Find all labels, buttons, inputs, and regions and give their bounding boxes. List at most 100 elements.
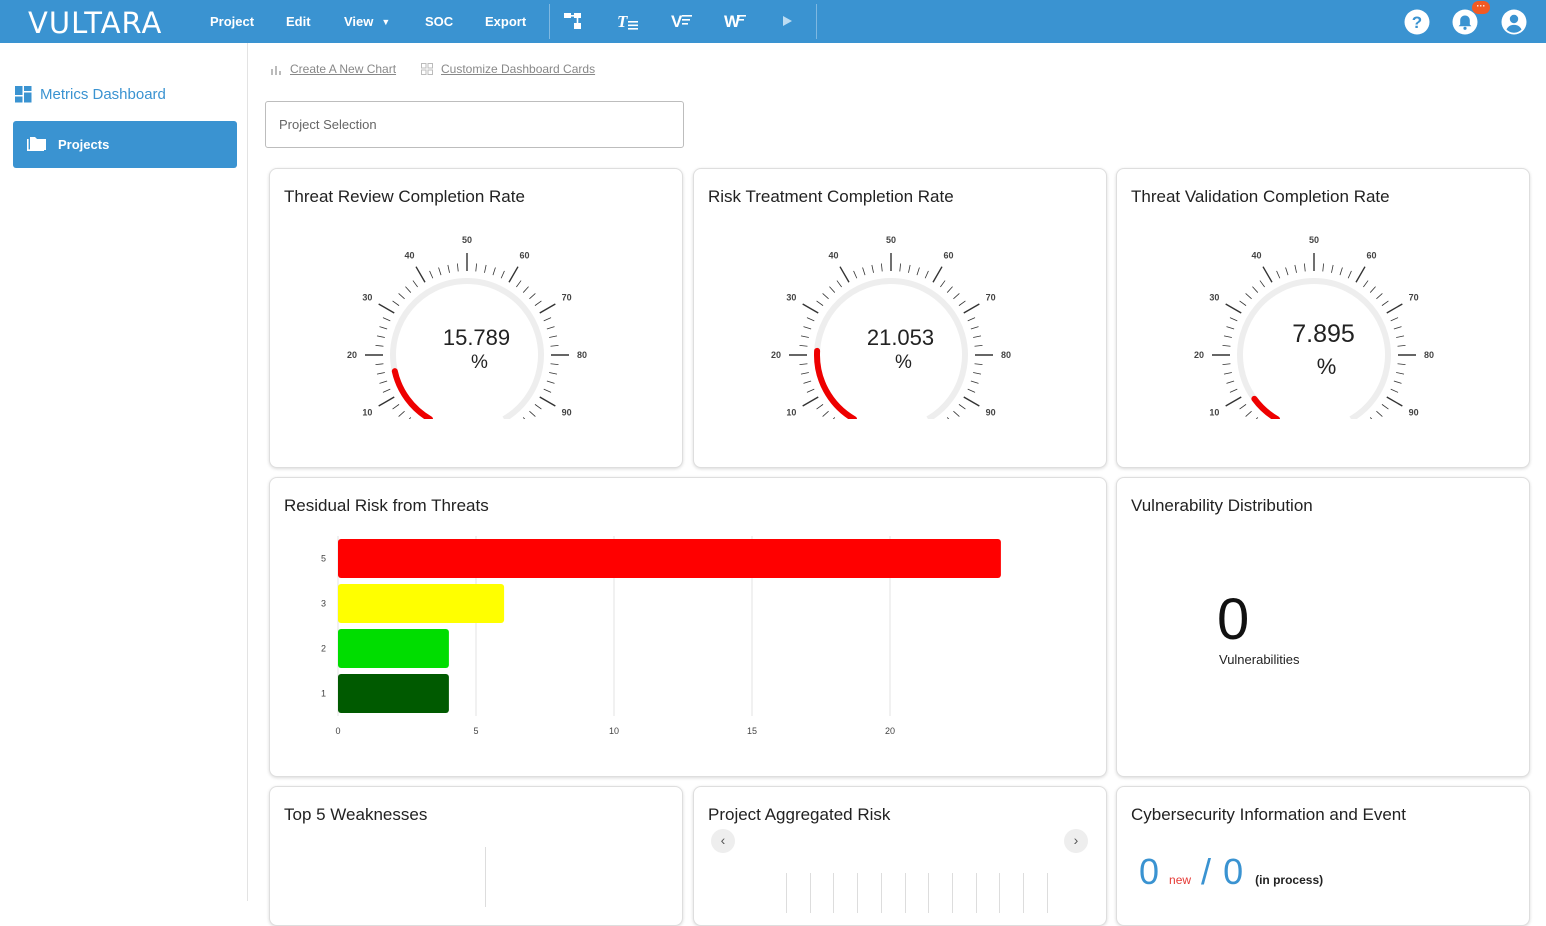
gauge-tick [376, 372, 385, 375]
gauge-tick [539, 303, 556, 314]
gauge-tick [1369, 286, 1376, 293]
gauge-tick [816, 404, 824, 410]
menu-project[interactable]: Project [210, 0, 254, 43]
menu-soc[interactable]: SOC [425, 0, 453, 43]
vulnerability-count-label: Vulnerabilities [1219, 652, 1300, 667]
gauge-tick [1245, 293, 1252, 300]
gauge-tick-label: 60 [519, 250, 529, 260]
bar[interactable] [338, 629, 449, 668]
play-icon[interactable] [778, 10, 804, 32]
gauge-tick [1397, 363, 1406, 366]
gauge-tick [953, 410, 960, 417]
new-event-label: new [1169, 873, 1192, 887]
gauge-tick [1245, 410, 1252, 417]
gauge-tick [800, 372, 809, 375]
gauge-tick [534, 300, 542, 306]
menu-soc-label: SOC [425, 14, 454, 29]
new-event-count[interactable]: 0 [1139, 851, 1160, 892]
previous-arrow-icon[interactable]: ‹ [711, 829, 735, 853]
notification-badge: ··· [1472, 1, 1490, 14]
gauge-tick-label: 30 [786, 293, 796, 303]
sidebar-item-label: Metrics Dashboard [40, 86, 166, 103]
gauge-tick [438, 267, 442, 276]
vulnerability-icon[interactable]: V [670, 10, 696, 32]
grid-line [928, 873, 930, 913]
gauge-tick [1239, 404, 1247, 410]
toolbar-divider [549, 4, 550, 39]
customize-cards-link[interactable]: Customize Dashboard Cards [421, 62, 595, 76]
bar[interactable] [338, 674, 449, 713]
gauge-tick [970, 326, 979, 330]
gauge-tick [958, 404, 966, 410]
gauge-tick [456, 263, 459, 272]
gauge-tick [871, 264, 874, 273]
sidebar-item-metrics-dashboard[interactable]: Metrics Dashboard [15, 86, 166, 103]
gauge-tick [1276, 270, 1281, 279]
gauge-tick [522, 417, 529, 424]
gauge-tick [378, 303, 395, 314]
gauge-tick [1339, 267, 1343, 276]
menu-edit[interactable]: Edit [286, 0, 311, 43]
create-chart-link[interactable]: Create A New Chart [270, 62, 396, 76]
gauge-value: 7.895 [1292, 320, 1355, 348]
menu-export[interactable]: Export [485, 0, 526, 43]
gauge-tick [1396, 335, 1405, 338]
bar[interactable] [338, 584, 505, 623]
gauge-tick [967, 317, 976, 322]
gauge-tick [1262, 266, 1273, 283]
gauge-tick [970, 380, 979, 384]
gauge-tick [974, 344, 983, 347]
gauge-tick [908, 264, 911, 273]
gauge-svg: 0102030405060708090100 [1194, 235, 1434, 460]
gauge-tick [963, 303, 980, 314]
bar[interactable] [338, 539, 1001, 578]
gauge-svg: 0102030405060708090100 [771, 235, 1011, 460]
gauge: 0102030405060708090100 [1117, 219, 1529, 460]
gauge-fill [391, 368, 433, 423]
sidebar-item-projects[interactable]: Projects [13, 121, 237, 168]
weakness-icon[interactable]: W [724, 10, 750, 32]
threat-list-icon[interactable]: T [616, 10, 642, 32]
gauge-tick [398, 293, 405, 300]
project-selection-input[interactable] [265, 101, 684, 148]
menu-view[interactable]: View ▼ [344, 0, 390, 43]
gauge-tick [429, 270, 434, 279]
user-account-icon[interactable] [1501, 9, 1527, 35]
gauge-tick [1223, 372, 1232, 375]
gauge-tick-label: 10 [362, 408, 372, 418]
gauge-tick [1222, 363, 1231, 366]
gauge-tick-label: 80 [1001, 350, 1011, 360]
in-process-event-count[interactable]: 0 [1223, 851, 1244, 892]
gauge-tick [803, 326, 812, 330]
gauge-tick [550, 363, 559, 366]
gauge-tick [829, 286, 836, 293]
vultara-logo[interactable]: VULTARA [28, 6, 163, 40]
gauge-tick [1229, 388, 1238, 393]
grid-line [999, 873, 1001, 913]
help-icon[interactable]: ? [1404, 9, 1430, 35]
gauge-tick [1322, 263, 1325, 272]
gauge-tick [375, 363, 384, 366]
x-tick-label: 5 [473, 726, 478, 736]
chart-axis-line [485, 847, 486, 907]
gauge-tick [822, 410, 829, 417]
gauge-tick [1363, 280, 1369, 288]
gauge-tick [376, 335, 385, 338]
gauge-tick [484, 264, 487, 273]
svg-text:W: W [724, 12, 741, 31]
gauge-tick [806, 317, 815, 322]
gauge-tick [973, 372, 982, 375]
y-tick-label: 5 [321, 554, 326, 564]
gauge-tick [475, 263, 478, 272]
next-arrow-icon[interactable]: › [1064, 829, 1088, 853]
model-view-icon[interactable] [562, 10, 588, 32]
gauge-tick [543, 317, 552, 322]
gauge-tick-label: 50 [886, 235, 896, 245]
y-tick-label: 3 [321, 599, 326, 609]
in-process-label: (in process) [1255, 873, 1324, 887]
menu-view-label: View [344, 14, 374, 29]
top-navigation-bar: VULTARA Project Edit View ▼ SOC Export T … [0, 0, 1546, 43]
notification-bell-icon[interactable] [1452, 9, 1478, 35]
gauge-tick-label: 40 [404, 250, 414, 260]
gauge-tick [516, 280, 522, 288]
